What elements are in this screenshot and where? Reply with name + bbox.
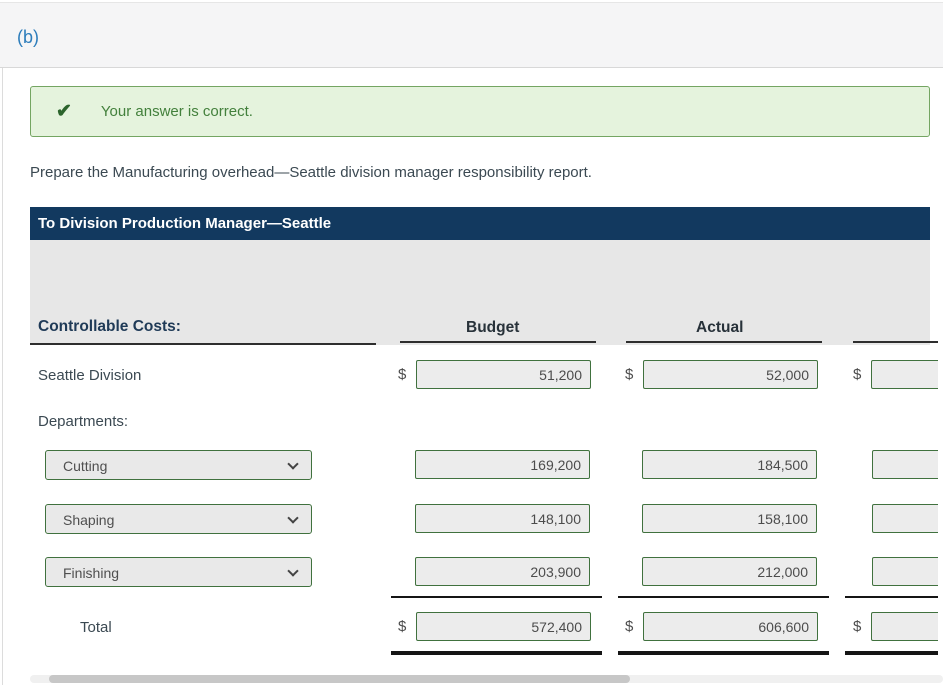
total-actual-group: $ (625, 612, 818, 641)
total-third-group: $ (853, 612, 938, 641)
dollar-sign: $ (625, 366, 634, 383)
actual-total-double-rule (618, 651, 829, 655)
label-column-underline (30, 343, 376, 345)
shaping-actual-input[interactable] (642, 504, 817, 533)
report-title-bar: To Division Production Manager—Seattle (30, 207, 930, 240)
total-actual-input[interactable] (643, 612, 818, 641)
total-third-input[interactable] (871, 612, 938, 641)
department-select-cutting[interactable]: Cutting (45, 450, 312, 480)
cutting-budget-input[interactable] (415, 450, 590, 479)
actual-subtotal-rule (618, 596, 829, 598)
finishing-third-input[interactable] (872, 557, 938, 586)
dollar-sign: $ (398, 366, 407, 383)
content-left-border (2, 68, 3, 685)
budget-total-double-rule (391, 651, 602, 655)
cutting-actual-input[interactable] (642, 450, 817, 479)
selected-option-label: Finishing (63, 565, 120, 581)
horizontal-scrollbar-track[interactable] (30, 675, 943, 683)
horizontal-scrollbar-thumb[interactable] (49, 675, 630, 683)
dollar-sign: $ (853, 366, 862, 383)
division-budget-input[interactable] (416, 360, 591, 389)
department-select-finishing[interactable]: Finishing (45, 557, 312, 587)
department-select-shaping[interactable]: Shaping (45, 504, 312, 534)
chevron-down-icon (287, 512, 299, 524)
controllable-costs-header: Controllable Costs: (38, 318, 181, 335)
part-label: (b) (17, 27, 39, 47)
budget-subtotal-rule (391, 596, 602, 598)
actual-column-underline (626, 341, 822, 343)
total-budget-input[interactable] (416, 612, 591, 641)
shaping-third-input[interactable] (872, 504, 938, 533)
correct-answer-alert: ✔ Your answer is correct. (30, 86, 930, 137)
selected-option-label: Cutting (63, 458, 108, 474)
finishing-budget-input[interactable] (415, 557, 590, 586)
responsibility-report: To Division Production Manager—Seattle C… (30, 207, 938, 665)
dollar-sign: $ (625, 618, 634, 635)
budget-column-underline (400, 341, 596, 343)
cutting-third-input[interactable] (872, 450, 938, 479)
third-subtotal-rule (845, 596, 938, 598)
division-budget-group: $ (398, 360, 591, 389)
chevron-down-icon (287, 565, 299, 577)
report-header-band (30, 240, 930, 345)
division-row-label: Seattle Division (38, 367, 142, 384)
division-actual-group: $ (625, 360, 818, 389)
budget-column-header: Budget (466, 319, 520, 336)
report-title: To Division Production Manager—Seattle (38, 215, 332, 232)
chevron-down-icon (287, 458, 299, 470)
alert-message: Your answer is correct. (100, 103, 253, 120)
finishing-actual-input[interactable] (642, 557, 817, 586)
checkmark-icon: ✔ (56, 101, 72, 122)
third-column-underline (853, 341, 938, 343)
division-third-input[interactable] (871, 360, 938, 389)
question-part-bar: (b) (0, 2, 943, 68)
instruction-text: Prepare the Manufacturing overhead—Seatt… (30, 164, 592, 181)
total-budget-group: $ (398, 612, 591, 641)
departments-label: Departments: (38, 413, 129, 430)
division-third-group: $ (853, 360, 938, 389)
total-row-label: Total (80, 619, 112, 636)
selected-option-label: Shaping (63, 512, 115, 528)
actual-column-header: Actual (696, 319, 744, 336)
dollar-sign: $ (398, 618, 407, 635)
dollar-sign: $ (853, 618, 862, 635)
division-actual-input[interactable] (643, 360, 818, 389)
shaping-budget-input[interactable] (415, 504, 590, 533)
third-total-double-rule (845, 651, 938, 655)
